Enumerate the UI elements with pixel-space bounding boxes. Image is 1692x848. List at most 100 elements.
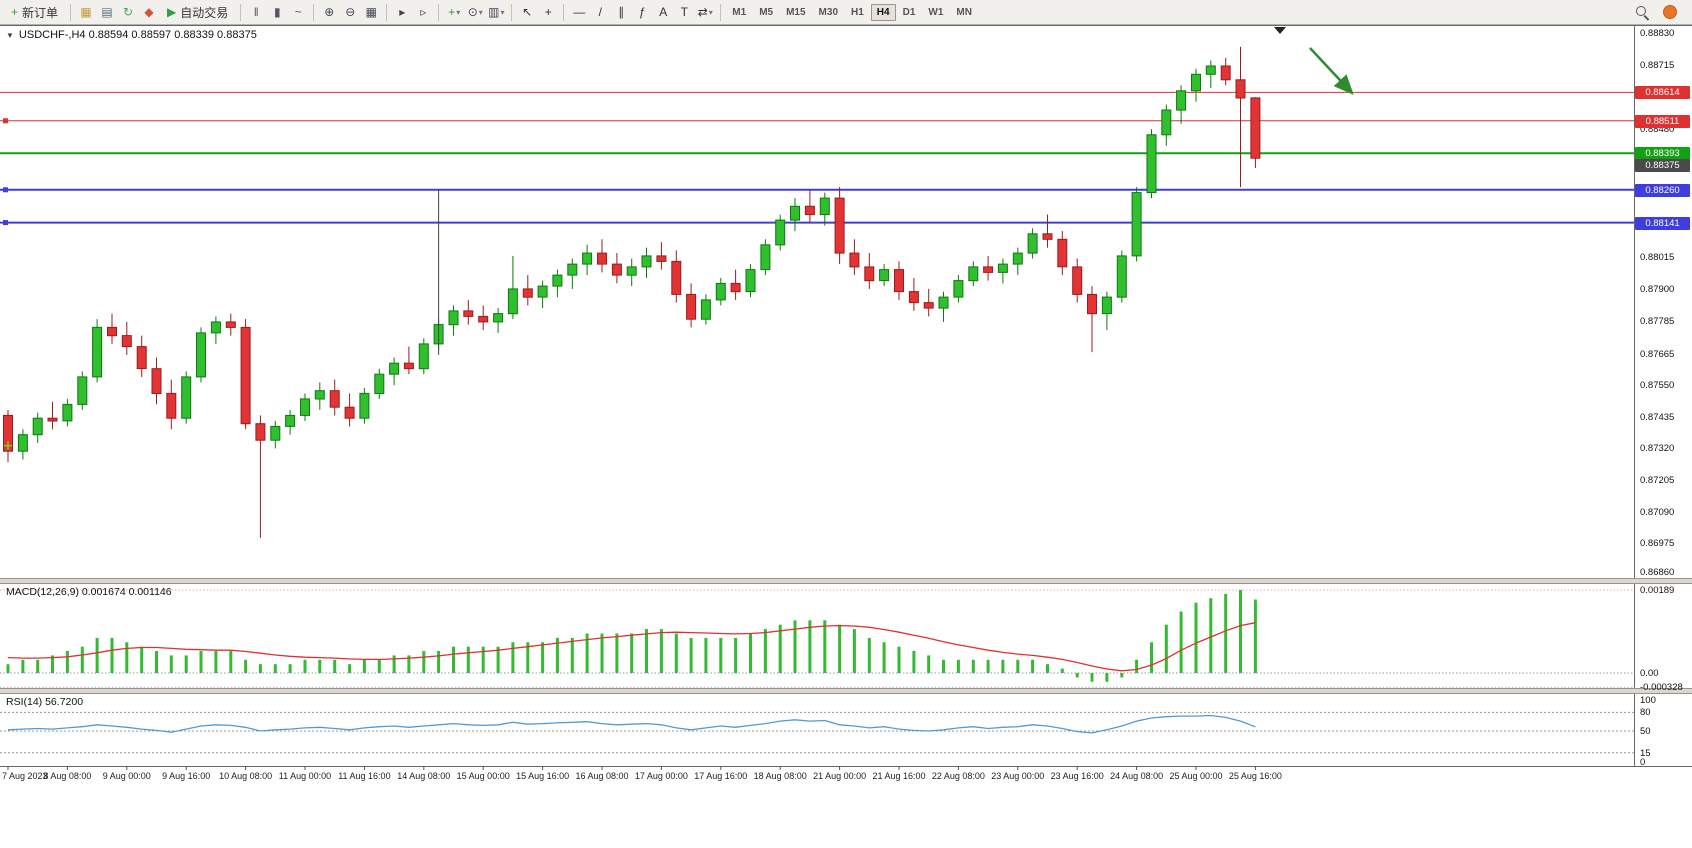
chart-shift-marker: [1274, 27, 1286, 34]
timeframe-m15[interactable]: M15: [786, 6, 806, 18]
candle: [552, 274, 563, 287]
chart-shift-icon[interactable]: ▹: [420, 5, 427, 19]
candle: [507, 288, 518, 315]
timeframe-d1[interactable]: D1: [902, 6, 916, 18]
chevron-down-icon: ▾: [456, 7, 461, 17]
new-order-icon: +: [11, 5, 19, 19]
candle: [819, 197, 830, 216]
text-label-icon[interactable]: T: [680, 5, 688, 19]
autotrading-button-label: 自动交易: [180, 5, 229, 20]
candle: [300, 398, 310, 416]
trendline-icon[interactable]: /: [598, 5, 602, 19]
candle: [1131, 192, 1142, 257]
candle: [1205, 65, 1216, 75]
candle: [493, 313, 504, 323]
toolbar-separator: [70, 3, 72, 21]
chevron-down-icon: ▾: [708, 7, 713, 17]
support-line-blue-1[interactable]: [0, 187, 1634, 193]
candle: [181, 376, 192, 419]
community-icon[interactable]: [1660, 3, 1680, 22]
periods-icon[interactable]: ⊙ ▾: [467, 5, 483, 19]
candle: [745, 269, 756, 293]
cursor-icon[interactable]: ↖: [522, 5, 533, 19]
macd-indicator-label: MACD(12,26,9) 0.001674 0.001146: [6, 586, 172, 598]
panel-divider[interactable]: [0, 688, 1692, 694]
arrow-objects-icon[interactable]: ⇄ ▾: [697, 5, 713, 19]
resistance-line-2[interactable]: [0, 118, 1634, 124]
timeframe-m1[interactable]: M1: [732, 6, 747, 18]
candle: [240, 326, 251, 425]
candle: [567, 263, 578, 276]
candle: [1072, 266, 1083, 295]
chart-canvas[interactable]: [0, 25, 1692, 848]
candlestick-chart-icon[interactable]: ▮: [273, 5, 281, 19]
candle: [196, 332, 206, 378]
candle: [879, 269, 890, 282]
candle: [1161, 109, 1172, 136]
templates-icon[interactable]: ▥ ▾: [488, 5, 505, 19]
toolbar-separator: [511, 3, 513, 21]
candle: [715, 282, 726, 301]
candle: [151, 368, 162, 395]
timeframe-m5[interactable]: M5: [759, 6, 774, 18]
auto-scroll-icon[interactable]: ▸: [399, 5, 406, 19]
candle: [1235, 79, 1246, 99]
profiles-icon[interactable]: ▤: [101, 5, 113, 19]
bar-chart-icon[interactable]: ‖: [253, 5, 259, 19]
candle: [47, 417, 58, 422]
candle: [1146, 134, 1157, 194]
market-watch-icon[interactable]: ▦: [80, 5, 92, 19]
arrow-object[interactable]: [1309, 47, 1354, 95]
crosshair-icon[interactable]: +: [544, 5, 552, 19]
fibonacci-icon[interactable]: ƒ: [638, 5, 646, 19]
refresh-icon[interactable]: ↻: [123, 5, 134, 19]
new-order-button[interactable]: + 新订单: [4, 2, 65, 23]
timeframe-mn[interactable]: MN: [956, 6, 972, 18]
channel-icon[interactable]: ∥: [618, 5, 625, 19]
candle: [225, 321, 236, 328]
candle: [314, 390, 325, 400]
candle: [760, 244, 771, 271]
candle: [641, 255, 652, 268]
candle: [285, 414, 296, 427]
candle: [329, 390, 340, 408]
chart-area[interactable]: ▼ USDCHF-,H4 0.88594 0.88597 0.88339 0.8…: [0, 25, 1692, 848]
candle: [849, 252, 860, 268]
horizontal-line-icon[interactable]: —: [573, 5, 586, 19]
candle: [790, 205, 800, 221]
metaeditor-icon[interactable]: ◆: [144, 5, 154, 19]
zoom-in-icon[interactable]: ⊕: [324, 5, 335, 19]
chevron-down-icon: ▾: [500, 7, 505, 17]
candle: [62, 403, 73, 422]
autotrading-icon: ▶: [167, 5, 177, 19]
line-chart-icon[interactable]: ~: [294, 5, 302, 19]
rsi-line: [7, 714, 1256, 734]
toolbar-separator: [563, 3, 565, 21]
timeframe-w1[interactable]: W1: [928, 6, 944, 18]
timeframe-h4[interactable]: H4: [870, 3, 896, 21]
text-icon[interactable]: A: [659, 5, 668, 19]
autotrading-button[interactable]: ▶ 自动交易: [160, 2, 235, 23]
candle: [255, 423, 266, 441]
candle: [1176, 90, 1187, 111]
indicators-icon[interactable]: + ▾: [448, 5, 461, 19]
search-icon[interactable]: [1632, 3, 1652, 22]
candle: [968, 266, 979, 282]
cross-marker[interactable]: [4, 441, 12, 450]
candle: [923, 302, 934, 309]
candle: [611, 263, 622, 276]
timeframe-h1[interactable]: H1: [851, 6, 864, 18]
support-line-blue-2[interactable]: [0, 220, 1634, 226]
candle: [210, 321, 221, 334]
symbol-dropdown-icon[interactable]: ▼: [6, 30, 14, 40]
timeframe-m30[interactable]: M30: [818, 6, 838, 18]
candle: [522, 288, 533, 298]
tile-windows-icon[interactable]: ▦: [365, 5, 377, 19]
toolbar-separator: [313, 3, 315, 21]
macd-signal-line: [7, 622, 1256, 672]
panel-divider[interactable]: [0, 578, 1692, 584]
candle: [1012, 252, 1023, 265]
zoom-out-icon[interactable]: ⊖: [345, 5, 356, 19]
candle: [1057, 238, 1068, 268]
candle: [1116, 255, 1127, 298]
